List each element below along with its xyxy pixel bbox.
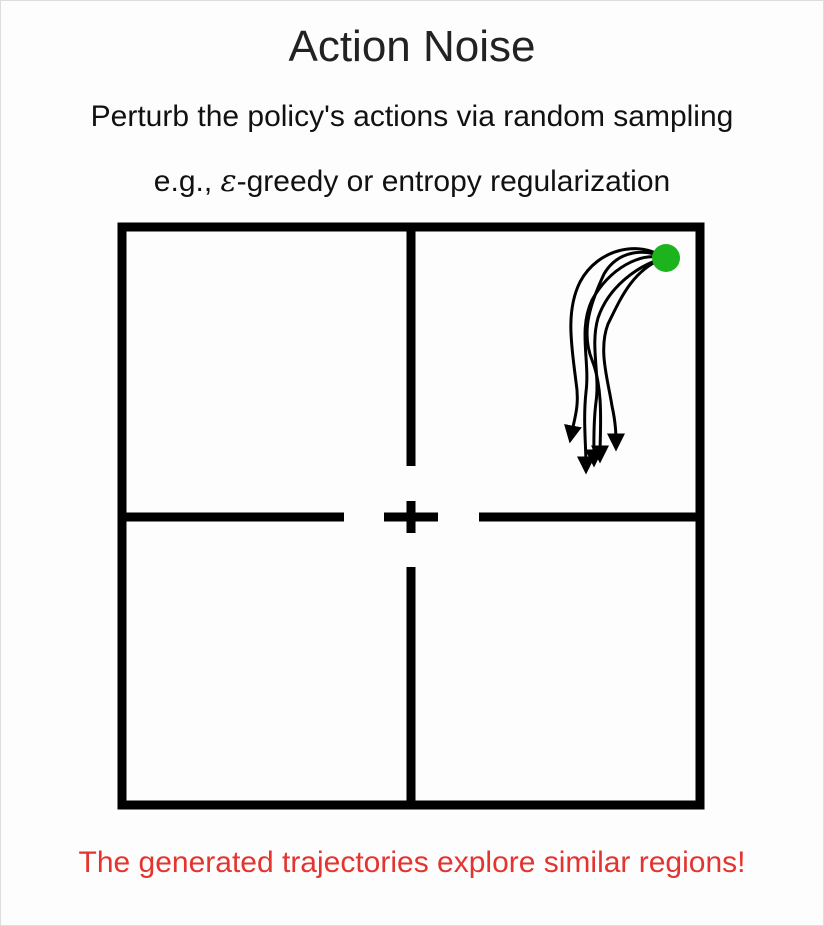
trajectory-1 — [564, 247, 665, 444]
caption: The generated trajectories explore simil… — [78, 846, 746, 879]
epsilon-symbol: ε — [220, 164, 237, 199]
example-text: e.g., ε-greedy or entropy regularization — [0, 164, 824, 199]
trajectory-group — [564, 247, 665, 475]
maze-walls — [117, 222, 705, 810]
trajectory-4 — [585, 250, 665, 464]
plus-icon — [384, 501, 438, 533]
start-dot — [652, 244, 680, 272]
trajectory-3 — [584, 256, 665, 468]
subtitle: Perturb the policy's actions via random … — [90, 100, 734, 133]
example-prefix: e.g., — [153, 165, 221, 198]
example-suffix: -greedy or entropy regularization — [236, 165, 671, 198]
trajectory-2 — [576, 255, 665, 475]
page-title: Action Noise — [288, 22, 536, 71]
trajectory-5 — [602, 256, 665, 452]
